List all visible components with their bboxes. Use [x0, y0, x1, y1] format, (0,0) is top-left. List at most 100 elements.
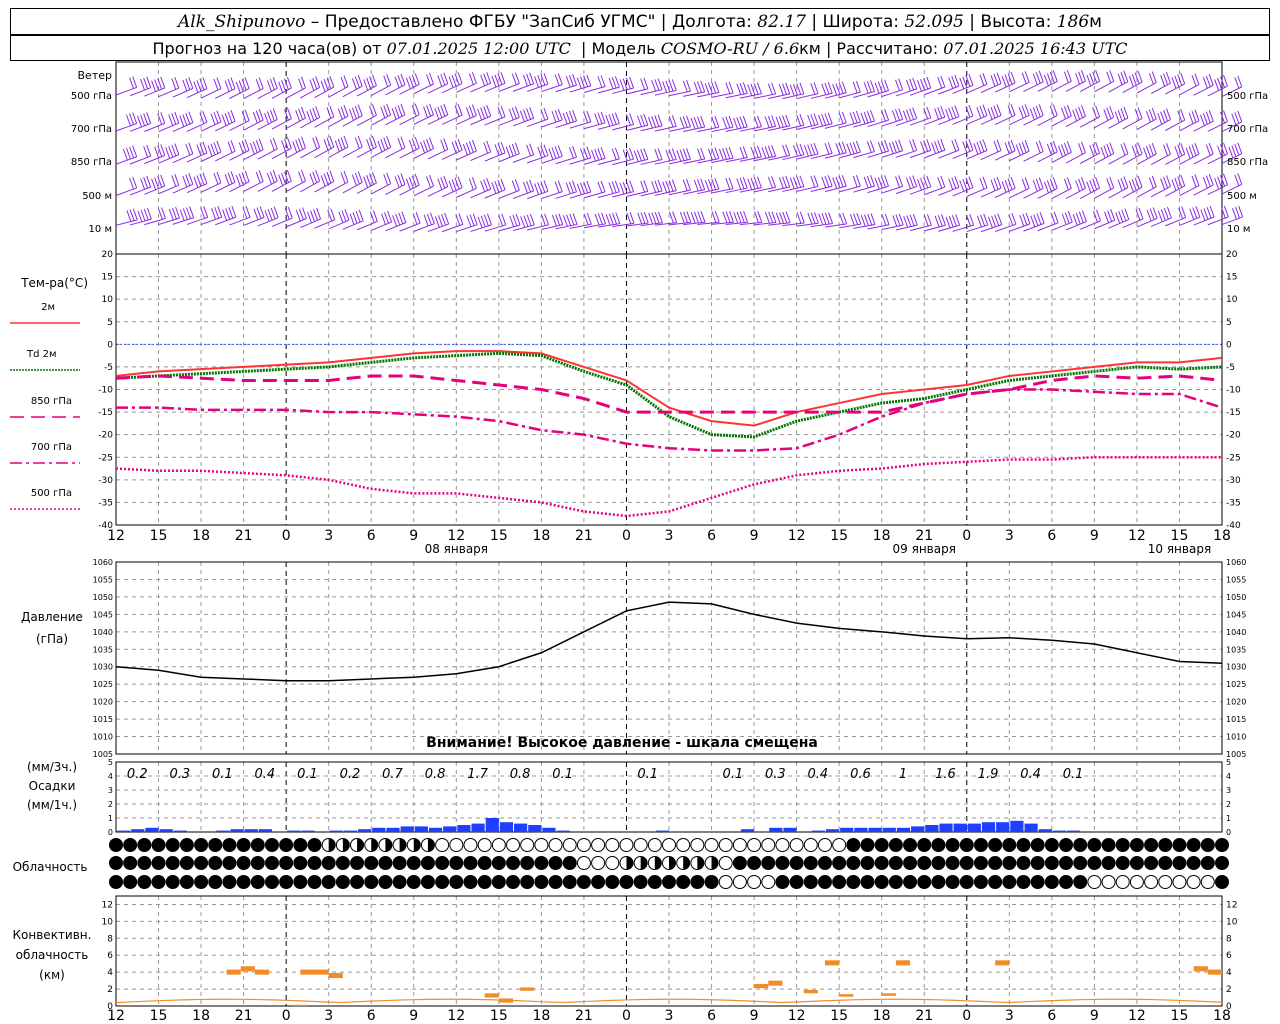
- wind-barb-feather: [1134, 177, 1140, 189]
- wind-barb-feather: [1081, 210, 1087, 222]
- wind-barb-feather: [278, 174, 284, 186]
- wind-barb-feather: [1223, 110, 1228, 122]
- wind-barb: [130, 122, 151, 132]
- cloud-symbol: [591, 856, 606, 870]
- wind-barb-feather: [1063, 71, 1069, 83]
- cloud-symbol: [803, 838, 818, 852]
- wind-barb-feather: [1223, 173, 1228, 185]
- convective-base-trace: [115, 998, 1223, 1004]
- wind-barb: [1065, 115, 1086, 128]
- wind-barb-feather: [736, 117, 742, 129]
- wind-barb-feather: [217, 205, 223, 218]
- wind-barb-feather: [369, 137, 374, 149]
- wind-barb-feather: [414, 103, 420, 115]
- temp-tick-label-right: -10: [1226, 386, 1241, 396]
- wind-barb-feather: [557, 73, 563, 85]
- wind-barb-feather: [132, 176, 138, 189]
- wind-barb-feather: [501, 213, 507, 226]
- wind-barb-feather: [494, 74, 500, 87]
- wind-barb-feather: [1052, 140, 1058, 153]
- wind-barb: [257, 118, 278, 131]
- wind-barb-feather: [1035, 105, 1041, 118]
- wind-barb-feather: [888, 142, 894, 154]
- wind-barb-feather: [856, 213, 862, 225]
- wind-barb: [1051, 80, 1072, 92]
- cloud-symbol: [605, 875, 620, 889]
- wind-barb-feather: [383, 105, 389, 117]
- wind-barb-feather: [1237, 110, 1243, 123]
- precip-tick-label-left: 4: [108, 772, 113, 781]
- wind-barb: [1108, 153, 1129, 165]
- wind-barb-feather: [466, 215, 472, 227]
- wind-barb-feather: [945, 216, 951, 229]
- wind-barb: [1136, 186, 1157, 198]
- wind-barb-feather: [739, 82, 745, 95]
- wind-barb-feather: [1202, 176, 1208, 189]
- wind-barb-feather: [1007, 141, 1013, 153]
- wind-barb-feather: [381, 213, 386, 225]
- cloud-symbol: [477, 838, 492, 852]
- wind-barb-feather: [1163, 208, 1169, 220]
- hour-label: 18: [192, 528, 210, 544]
- wind-barb-feather: [1021, 72, 1027, 84]
- wind-barb-feather: [651, 181, 657, 193]
- wind-barb-feather: [636, 149, 642, 162]
- wind-barb-feather: [568, 110, 574, 123]
- cloud-symbol: [605, 856, 620, 870]
- wind-barb-feather: [767, 145, 773, 158]
- wind-barb-feather: [926, 175, 932, 187]
- wind-barb-feather: [154, 79, 160, 91]
- pressure-tick-label-right: 1045: [1226, 610, 1246, 619]
- wind-barb-feather: [284, 208, 290, 220]
- wind-barb-feather: [583, 111, 589, 124]
- wind-barb-feather: [665, 180, 671, 193]
- wind-barb-feather: [1075, 108, 1081, 120]
- cloud-symbol: [903, 856, 918, 870]
- pressure-tick-label-left: 1025: [93, 680, 113, 689]
- wind-barb-feather: [526, 108, 532, 120]
- conv-tick-label-left: 4: [107, 968, 113, 978]
- precip-tick-label-left: 3: [108, 786, 113, 795]
- wind-barb-feather: [515, 213, 521, 226]
- pressure-tick-label-left: 1020: [93, 698, 113, 707]
- wind-barb-feather: [807, 114, 813, 127]
- wind-barb-feather: [1011, 213, 1017, 225]
- wind-barb-feather: [371, 104, 377, 116]
- wind-barb-feather: [640, 78, 646, 90]
- wind-barb-feather: [171, 207, 177, 220]
- cloud-symbol: [520, 856, 535, 870]
- wind-barb-feather: [796, 176, 802, 188]
- wind-barb-feather: [940, 138, 946, 151]
- wind-barb-feather: [619, 79, 625, 91]
- wind-barb-feather: [384, 212, 390, 224]
- cloud-symbol: [1016, 838, 1031, 852]
- wind-barb-feather: [426, 213, 432, 225]
- wind-barb-feather: [742, 82, 748, 94]
- wind-barb-feather: [394, 106, 400, 119]
- cloud-symbol: [435, 838, 450, 852]
- wind-barb-feather: [140, 209, 146, 222]
- hour-label-bottom: 6: [367, 1008, 376, 1024]
- cloud-symbol-half: [640, 856, 648, 870]
- precip-bar: [457, 825, 471, 832]
- wind-barb: [1193, 84, 1214, 96]
- hour-label-bottom: 15: [150, 1008, 168, 1024]
- wind-barb-feather: [171, 175, 177, 187]
- wind-barb-feather: [821, 213, 827, 225]
- wind-barb-feather: [281, 80, 287, 92]
- cloud-symbol: [874, 875, 889, 889]
- wind-barb-feather: [383, 75, 389, 87]
- wind-barb-feather: [597, 213, 603, 225]
- cloud-symbol: [1200, 856, 1215, 870]
- cloud-symbol: [1059, 875, 1074, 889]
- wind-barb-feather: [662, 181, 668, 193]
- wind-barb-feather: [363, 176, 369, 188]
- lat-label: Широта:: [822, 11, 899, 32]
- cloud-symbol: [279, 838, 294, 852]
- wind-barb-feather: [230, 140, 236, 152]
- cloud-symbol-half: [427, 838, 435, 852]
- wind-barb-feather: [400, 136, 406, 148]
- wind-barb-feather: [1036, 213, 1042, 225]
- wind-barb-feather: [283, 109, 289, 121]
- wind-barb-feather: [238, 142, 244, 154]
